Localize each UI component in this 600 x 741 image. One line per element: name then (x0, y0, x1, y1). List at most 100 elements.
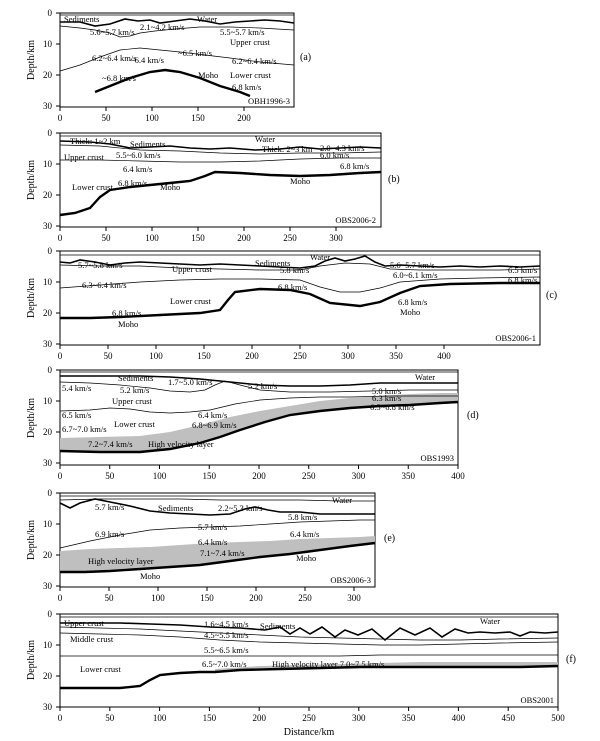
layer-label: High velocity layer (88, 556, 154, 566)
xtick: 300 (329, 233, 343, 243)
layer-label: Middle crust (70, 634, 114, 644)
panel-letter: (e) (384, 533, 395, 544)
layer-label: Upper crust (230, 37, 271, 47)
ytick: 10 (43, 159, 53, 169)
velocity-label: 2.1~4.2 km/s (140, 22, 185, 32)
xtick: 150 (203, 713, 217, 723)
velocity-label: 6.8 km/s (278, 282, 307, 292)
velocity-label: 5.2 km/s (120, 385, 149, 395)
profile-name: OBS2006-1 (495, 333, 536, 343)
layer-label: Water (480, 616, 500, 626)
velocity-label: 6.4 km/s (290, 529, 319, 539)
panel-a-frame (59, 12, 295, 108)
velocity-label: 5.8 km/s (280, 265, 309, 275)
panel-b: 0 50 100 150 200 250 300 0 10 20 30 Dept… (26, 128, 400, 243)
xtick: 50 (102, 233, 112, 243)
layer-label: Lower crust (80, 664, 121, 674)
velocity-label: 6.3~6.4 km/s (82, 280, 127, 290)
velocity-label: 6.9 km/s (95, 529, 124, 539)
xtick: 400 (452, 713, 466, 723)
velocity-label: 6.5~7.0 km/s (202, 659, 247, 669)
velocity-label: 5.7 km/s (198, 522, 227, 532)
velocity-label: 5.8 km/s (288, 512, 317, 522)
velocity-label: 6.3 km/s (372, 393, 401, 403)
ytick: 30 (43, 581, 53, 591)
xtick: 150 (203, 471, 217, 481)
upper-lower-crust-boundary (59, 395, 458, 414)
ytick: 10 (43, 39, 53, 49)
layer-label: Upper crust (64, 618, 105, 628)
velocity-label: 7.1~7.4 km/s (200, 548, 245, 558)
ytick: 30 (43, 101, 53, 111)
profile-name: OBS2006-3 (330, 575, 371, 585)
xtick: 450 (501, 713, 515, 723)
velocity-label: 4.5~5.5 km/s (204, 630, 249, 640)
layer-label: Sediments (118, 373, 153, 383)
xtick: 200 (245, 351, 259, 361)
layer-label: Moho (290, 176, 310, 186)
velocity-label: 5.0 km/s (372, 386, 401, 396)
xtick: 100 (151, 593, 165, 603)
profile-name: OBS2006-2 (335, 215, 376, 225)
profile-name: OBS1993 (420, 453, 454, 463)
high-velocity-layer-fill (60, 393, 458, 452)
xtick: 100 (153, 471, 167, 481)
panel-e-ticks (56, 492, 355, 591)
xtick: 100 (153, 713, 167, 723)
xtick: 250 (283, 233, 297, 243)
xtick: 200 (249, 593, 263, 603)
layer-label: Upper crust (172, 264, 213, 274)
xtick: 0 (58, 471, 63, 481)
velocity-label: 6.8 km/s (508, 275, 537, 285)
layer-label: Water (197, 14, 217, 24)
xtick: 50 (105, 713, 115, 723)
xtick: 300 (341, 351, 355, 361)
xtick: 200 (237, 113, 251, 123)
velocity-label: 7.2~7.4 km/s (88, 439, 133, 449)
velocity-label: ~6.5 km/s (178, 48, 212, 58)
xtick: 400 (451, 471, 465, 481)
xtick: 100 (149, 351, 163, 361)
layer-label: Sediments (255, 258, 290, 268)
ytick: 10 (43, 396, 53, 406)
seafloor-line (60, 622, 559, 642)
ytick: 10 (43, 519, 53, 529)
ytick: 20 (43, 70, 53, 80)
moho-line (94, 68, 251, 98)
panel-b-ticks (56, 132, 337, 231)
velocity-label: 6.8 km/s (398, 297, 427, 307)
velocity-label: 6.8 km/s (340, 161, 369, 171)
xtick: 250 (302, 471, 316, 481)
panel-d-ticks (56, 369, 459, 469)
sediment-base-line (59, 380, 458, 393)
ytick: 0 (48, 365, 53, 375)
high-velocity-layer-fill (60, 536, 375, 572)
panel-letter: (a) (300, 52, 311, 63)
ytick: 10 (43, 640, 53, 650)
velocity-label: 6.0 km/s (320, 150, 349, 160)
layer-label: Thick: 2~3 km (262, 144, 313, 154)
velocity-label: 6.8~6.9 km/s (192, 420, 237, 430)
xtick: 350 (402, 713, 416, 723)
velocity-label: 5.2 km/s (248, 381, 277, 391)
ytick: 30 (43, 702, 53, 712)
velocity-label: 5.5~6.5 km/s (204, 645, 249, 655)
upper-lower-crust-boundary (60, 157, 381, 163)
panel-letter: (c) (546, 290, 557, 301)
xtick: 50 (105, 593, 115, 603)
velocity-label: 6.4 km/s (123, 164, 152, 174)
velocity-label: 2.2~5.3 km/s (218, 503, 263, 513)
layer-label: Water (255, 134, 275, 144)
xtick: 0 (58, 713, 63, 723)
xtick: 350 (402, 471, 416, 481)
profile-name: OBS2001 (520, 695, 554, 705)
layer-label: Water (415, 372, 435, 382)
xtick: 50 (102, 113, 112, 123)
y-axis-label: Depth/km (26, 520, 37, 560)
y-axis-label: Depth/km (26, 160, 37, 200)
layer-label: Upper crust (64, 152, 105, 162)
velocity-label: 1.7~5.0 km/s (168, 377, 213, 387)
layer-label: Sediments (158, 503, 193, 513)
panel-letter: (d) (467, 410, 479, 421)
